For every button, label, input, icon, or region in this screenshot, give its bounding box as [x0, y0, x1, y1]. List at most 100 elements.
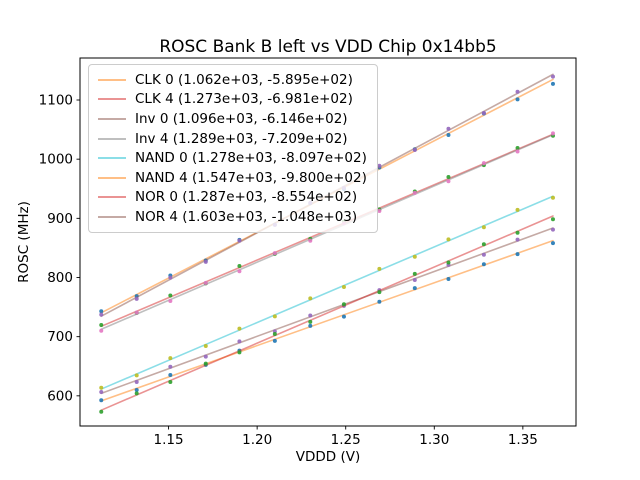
data-point [99, 385, 104, 390]
data-point [377, 209, 382, 214]
data-point [308, 319, 313, 324]
data-point [412, 286, 417, 291]
legend-item: NAND 0 (1.278e+03, -8.097e+02) [98, 148, 367, 168]
data-point [237, 264, 242, 269]
data-point [134, 296, 139, 301]
data-point [446, 175, 451, 180]
legend: CLK 0 (1.062e+03, -5.895e+02) CLK 4 (1.2… [88, 64, 378, 233]
data-point [203, 280, 208, 285]
data-point [412, 147, 417, 152]
legend-item: CLK 0 (1.062e+03, -5.895e+02) [98, 70, 367, 90]
y-tick-label: 700 [47, 329, 73, 345]
data-point [550, 241, 555, 246]
data-point [515, 252, 520, 257]
data-point [168, 380, 173, 385]
data-point [550, 195, 555, 200]
legend-label: NOR 0 (1.287e+03, -8.554e+02) [135, 189, 358, 206]
chart-title: ROSC Bank B left vs VDD Chip 0x14bb5 [159, 37, 497, 57]
data-point [446, 179, 451, 184]
data-point [481, 242, 486, 247]
data-point [134, 388, 139, 393]
legend-line-swatch [98, 117, 126, 120]
fit-line-inv-0 [100, 227, 554, 395]
data-point [377, 163, 382, 168]
legend-line-swatch [98, 157, 126, 160]
legend-item: Inv 0 (1.096e+03, -6.146e+02) [98, 109, 367, 129]
data-point [515, 237, 520, 242]
data-point [550, 217, 555, 222]
legend-line-swatch [98, 78, 126, 81]
legend-line-swatch [98, 98, 126, 101]
data-point [341, 284, 346, 289]
legend-item: NOR 0 (1.287e+03, -8.554e+02) [98, 188, 367, 208]
legend-label: NOR 4 (1.603e+03, -1.048e+03) [135, 208, 358, 225]
data-point [203, 354, 208, 359]
data-point [308, 323, 313, 328]
data-point [168, 299, 173, 304]
data-point [99, 409, 104, 414]
legend-label: NAND 0 (1.278e+03, -8.097e+02) [135, 150, 367, 167]
data-point [237, 339, 242, 344]
data-point [481, 161, 486, 166]
legend-item: Inv 4 (1.289e+03, -7.209e+02) [98, 129, 367, 149]
data-point [550, 81, 555, 86]
data-point [515, 89, 520, 94]
data-point [446, 133, 451, 138]
data-point [272, 314, 277, 319]
legend-item: CLK 4 (1.273e+03, -6.981e+02) [98, 90, 367, 110]
data-point [272, 251, 277, 256]
x-tick-label: 1.35 [508, 432, 538, 448]
legend-label: CLK 0 (1.062e+03, -5.895e+02) [135, 71, 353, 88]
x-axis-label: VDDD (V) [295, 449, 361, 465]
data-point [99, 328, 104, 333]
data-point [481, 225, 486, 230]
legend-item: NOR 4 (1.603e+03, -1.048e+03) [98, 207, 367, 227]
data-point [446, 237, 451, 242]
legend-line-swatch [98, 215, 126, 218]
legend-line-swatch [98, 137, 126, 140]
fit-line-nor-0 [100, 215, 554, 411]
data-point [99, 322, 104, 327]
y-tick-label: 900 [47, 211, 73, 227]
data-point [308, 238, 313, 243]
data-point [412, 278, 417, 283]
data-point [99, 398, 104, 403]
x-tick-label: 1.25 [331, 432, 361, 448]
legend-label: Inv 0 (1.096e+03, -6.146e+02) [135, 110, 348, 127]
data-point [550, 131, 555, 136]
data-point [515, 97, 520, 102]
data-point [481, 110, 486, 115]
y-tick-label: 1000 [39, 152, 73, 168]
x-tick-label: 1.15 [154, 432, 184, 448]
legend-item: NAND 4 (1.547e+03, -9.800e+02) [98, 168, 367, 188]
data-point [377, 290, 382, 295]
data-point [237, 350, 242, 355]
data-point [550, 74, 555, 79]
data-point [412, 271, 417, 276]
data-point [550, 227, 555, 232]
data-point [168, 373, 173, 378]
data-point [134, 379, 139, 384]
data-point [237, 326, 242, 331]
data-point [134, 391, 139, 396]
data-point [515, 149, 520, 154]
data-point [341, 314, 346, 319]
data-point [377, 299, 382, 304]
legend-label: Inv 4 (1.289e+03, -7.209e+02) [135, 130, 348, 147]
legend-line-swatch [98, 176, 126, 179]
data-point [237, 238, 242, 243]
data-point [341, 302, 346, 307]
fit-line-nand-0 [100, 195, 554, 390]
x-tick-label: 1.20 [242, 432, 272, 448]
data-point [412, 190, 417, 195]
data-point [446, 277, 451, 282]
data-point [99, 309, 104, 314]
fit-line-clk-0 [100, 239, 554, 402]
data-point [481, 262, 486, 267]
y-tick-label: 1100 [39, 93, 73, 109]
data-point [99, 389, 104, 394]
data-point [515, 230, 520, 235]
data-point [446, 260, 451, 265]
x-tick-label: 1.30 [419, 432, 449, 448]
